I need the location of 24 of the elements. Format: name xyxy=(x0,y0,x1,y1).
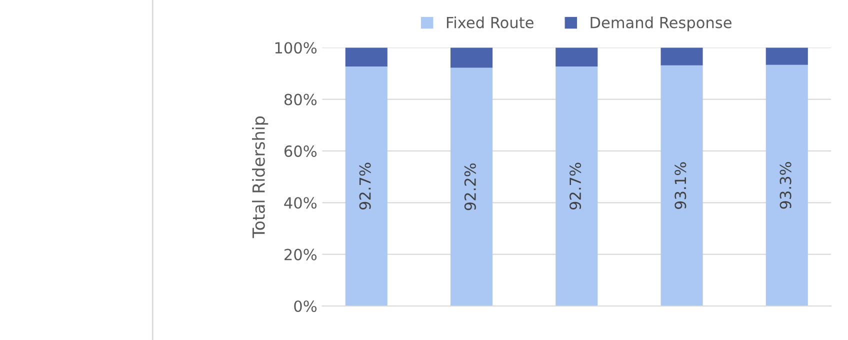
legend-label: Demand Response xyxy=(590,16,732,32)
bar xyxy=(450,48,493,68)
y-tick-label: 20% xyxy=(284,248,317,260)
y-tick-label: 40% xyxy=(284,197,317,209)
bar xyxy=(766,64,808,306)
bar xyxy=(556,48,598,66)
legend-label: Fixed Route xyxy=(446,16,534,28)
data-label: 93.1% xyxy=(674,162,686,210)
bar xyxy=(345,66,388,306)
data-label: 92.2% xyxy=(464,163,476,210)
bar xyxy=(345,48,388,66)
y-axis-title: Total Ridership xyxy=(252,116,268,238)
bar xyxy=(450,68,493,306)
data-label: 93.3% xyxy=(780,162,792,209)
bar xyxy=(660,65,703,306)
data-label: 92.7% xyxy=(570,162,582,210)
y-tick-label: 100% xyxy=(275,42,317,54)
data-label: 92.7% xyxy=(359,162,371,210)
y-tick-label: 60% xyxy=(284,145,317,157)
bar xyxy=(766,48,808,65)
y-tick-label: 0% xyxy=(294,300,317,312)
bar xyxy=(660,48,703,66)
y-tick-label: 80% xyxy=(284,94,317,106)
bar xyxy=(556,66,598,306)
